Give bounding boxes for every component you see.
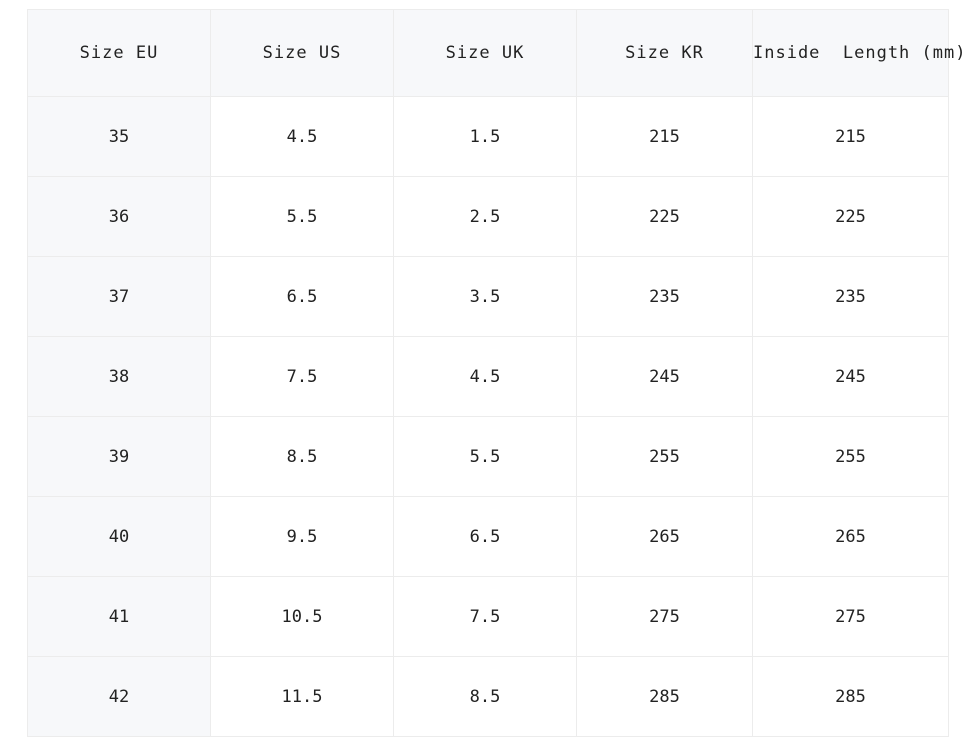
header-cell: Size KR (576, 9, 753, 97)
table-cell: 38 (27, 336, 211, 417)
size-table: Size EU Size US Size UK Size KR Inside Lengt… (27, 9, 965, 737)
table-cell: 41 (27, 576, 211, 657)
table-cell: 225 (752, 176, 949, 257)
header-cell: Size EU (27, 9, 211, 97)
table-cell: 39 (27, 416, 211, 497)
table-row: 39 8.5 5.5 255 255 (27, 416, 949, 497)
table-cell: 4.5 (210, 96, 394, 177)
table-cell: 2.5 (393, 176, 577, 257)
table-body: 35 4.5 1.5 215 215 36 5.5 2.5 225 225 37 6.5 3.5 235 2… (27, 96, 949, 737)
table-cell: 9.5 (210, 496, 394, 577)
table-header: Size EU Size US Size UK Size KR Inside Lengt… (27, 9, 965, 97)
header-row: Size EU Size US Size UK Size KR Inside Lengt… (27, 9, 965, 97)
table-row: 42 11.5 8.5 285 285 (27, 656, 949, 737)
table-cell: 275 (576, 576, 753, 657)
table-row: 36 5.5 2.5 225 225 (27, 176, 949, 257)
table-cell: 225 (576, 176, 753, 257)
table-cell: 265 (576, 496, 753, 577)
table-cell: 4.5 (393, 336, 577, 417)
table-cell: 36 (27, 176, 211, 257)
table-row: 38 7.5 4.5 245 245 (27, 336, 949, 417)
table-row: 35 4.5 1.5 215 215 (27, 96, 949, 177)
table-cell: 40 (27, 496, 211, 577)
table-cell: 1.5 (393, 96, 577, 177)
table-cell: 255 (576, 416, 753, 497)
table-cell: 235 (576, 256, 753, 337)
table-cell: 285 (576, 656, 753, 737)
table-cell: 265 (752, 496, 949, 577)
header-cell: Size US (210, 9, 394, 97)
table-cell: 275 (752, 576, 949, 657)
table-cell: 235 (752, 256, 949, 337)
table-row: 41 10.5 7.5 275 275 (27, 576, 949, 657)
table-cell: 245 (752, 336, 949, 417)
table-cell: 37 (27, 256, 211, 337)
table-row: 40 9.5 6.5 265 265 (27, 496, 949, 577)
table-cell: 7.5 (393, 576, 577, 657)
table-cell: 285 (752, 656, 949, 737)
table-cell: 255 (752, 416, 949, 497)
header-cell: Inside Length (mm) (752, 9, 965, 97)
table-cell: 215 (752, 96, 949, 177)
table-cell: 5.5 (393, 416, 577, 497)
table-cell: 10.5 (210, 576, 394, 657)
table-cell: 6.5 (210, 256, 394, 337)
table-cell: 215 (576, 96, 753, 177)
header-cell: Size UK (393, 9, 577, 97)
table-cell: 8.5 (210, 416, 394, 497)
table-cell: 42 (27, 656, 211, 737)
table-cell: 8.5 (393, 656, 577, 737)
table-cell: 5.5 (210, 176, 394, 257)
table-cell: 6.5 (393, 496, 577, 577)
table-cell: 3.5 (393, 256, 577, 337)
table-cell: 11.5 (210, 656, 394, 737)
table-row: 37 6.5 3.5 235 235 (27, 256, 949, 337)
table-cell: 7.5 (210, 336, 394, 417)
table-cell: 245 (576, 336, 753, 417)
table-cell: 35 (27, 96, 211, 177)
